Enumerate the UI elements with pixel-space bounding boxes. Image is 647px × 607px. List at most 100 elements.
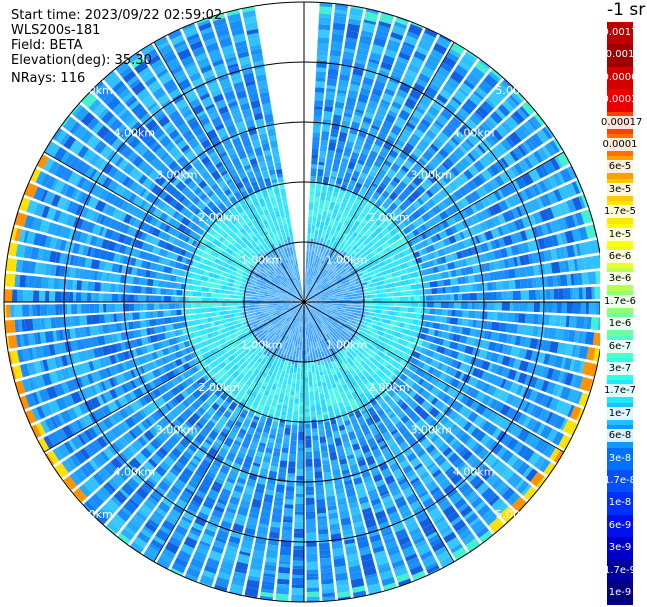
ray-gate bbox=[364, 229, 373, 238]
ray-gate bbox=[421, 212, 432, 222]
ray-gate bbox=[311, 321, 315, 326]
ray-gate bbox=[373, 367, 380, 373]
ray-gate bbox=[291, 594, 304, 602]
ray-gate bbox=[321, 298, 329, 300]
ray-gate bbox=[399, 345, 408, 353]
ray-gate bbox=[484, 230, 494, 241]
ray-gate bbox=[490, 363, 499, 374]
ray-gate bbox=[447, 309, 452, 317]
ray-gate bbox=[168, 337, 178, 346]
ray-gate bbox=[526, 402, 536, 415]
ray-gate bbox=[399, 481, 411, 491]
ray-gate bbox=[331, 383, 337, 389]
ray-gate bbox=[336, 354, 342, 361]
ray-gate bbox=[376, 280, 385, 286]
ray-gate bbox=[208, 287, 213, 293]
ray-gate bbox=[551, 369, 561, 382]
ray-gate bbox=[403, 187, 412, 197]
ray-gate bbox=[311, 148, 319, 155]
ray-gate bbox=[277, 572, 290, 580]
ray-gate bbox=[238, 305, 242, 309]
ray-gate bbox=[439, 34, 452, 43]
ray-gate bbox=[317, 381, 322, 387]
ray-gate bbox=[342, 116, 352, 122]
ray-gate bbox=[498, 332, 508, 343]
ray-gate bbox=[314, 295, 319, 298]
ray-gate bbox=[429, 448, 439, 458]
ray-gate bbox=[522, 465, 533, 479]
ray-gate bbox=[333, 280, 338, 285]
ray-gate bbox=[94, 292, 100, 302]
ray-gate bbox=[418, 490, 429, 499]
ray-gate bbox=[331, 164, 340, 173]
ray-gate bbox=[14, 304, 23, 318]
ray-gate bbox=[391, 296, 400, 302]
ray-gate bbox=[497, 213, 506, 225]
ray-gate bbox=[299, 392, 304, 398]
ray-gate bbox=[189, 314, 197, 320]
ray-gate bbox=[306, 293, 311, 299]
ray-gate bbox=[368, 150, 378, 161]
ray-gate bbox=[540, 442, 550, 454]
ray-gate bbox=[306, 310, 310, 317]
ray-gate bbox=[133, 329, 142, 338]
ray-gate bbox=[322, 270, 329, 278]
ray-gate bbox=[560, 418, 569, 431]
ray-gate bbox=[359, 406, 366, 412]
ray-gate bbox=[480, 100, 494, 114]
ray-gate bbox=[379, 265, 388, 272]
ray-gate bbox=[523, 401, 531, 413]
ray-gate bbox=[431, 451, 442, 461]
ray-gate bbox=[386, 410, 394, 417]
ray-gate bbox=[292, 557, 304, 561]
ray-gate bbox=[414, 376, 422, 384]
ray-gate bbox=[324, 249, 330, 258]
ray-gate bbox=[439, 91, 450, 100]
ray-gate bbox=[317, 208, 323, 215]
ray-gate bbox=[344, 369, 351, 376]
ray-gate bbox=[575, 243, 582, 256]
ray-gate bbox=[311, 305, 315, 308]
ray-gate bbox=[307, 310, 309, 314]
ray-gate bbox=[393, 369, 403, 378]
ray-gate bbox=[535, 289, 541, 300]
ray-gate bbox=[348, 208, 356, 218]
ray-gate bbox=[313, 324, 317, 331]
ray-gate bbox=[434, 315, 442, 323]
ray-gate bbox=[271, 513, 282, 523]
ray-gate bbox=[317, 280, 323, 287]
ray-gate bbox=[176, 309, 182, 316]
ray-gate bbox=[340, 350, 345, 355]
ray-gate bbox=[344, 389, 352, 397]
ray-gate bbox=[323, 305, 327, 307]
ray-gate bbox=[395, 321, 400, 327]
ray-gate bbox=[431, 171, 441, 180]
ray-gate bbox=[307, 282, 309, 288]
ray-gate bbox=[370, 302, 378, 306]
ray-gate bbox=[362, 218, 369, 225]
ray-gate bbox=[390, 375, 397, 381]
ray-gate bbox=[315, 493, 325, 500]
ray-gate bbox=[441, 161, 450, 171]
ray-gate bbox=[320, 245, 325, 253]
ray-gate bbox=[314, 92, 324, 101]
ray-gate bbox=[367, 287, 375, 292]
ray-gate bbox=[321, 451, 329, 458]
ray-gate bbox=[429, 322, 434, 329]
ray-gate bbox=[296, 475, 304, 480]
ray-gate bbox=[512, 358, 522, 370]
ray-gate bbox=[437, 362, 444, 371]
ray-gate bbox=[433, 214, 443, 224]
ray-gate bbox=[442, 83, 455, 96]
ray-gate bbox=[349, 179, 357, 186]
ray-gate bbox=[486, 302, 495, 311]
ray-gate bbox=[455, 443, 466, 454]
ray-gate bbox=[407, 436, 418, 448]
ray-gate bbox=[344, 446, 354, 457]
ray-gate bbox=[391, 101, 403, 110]
ray-gate bbox=[556, 275, 561, 287]
ray-gate bbox=[371, 182, 379, 189]
ray-gate bbox=[424, 58, 439, 72]
ray-gate bbox=[355, 332, 364, 340]
ray-gate bbox=[390, 248, 400, 256]
